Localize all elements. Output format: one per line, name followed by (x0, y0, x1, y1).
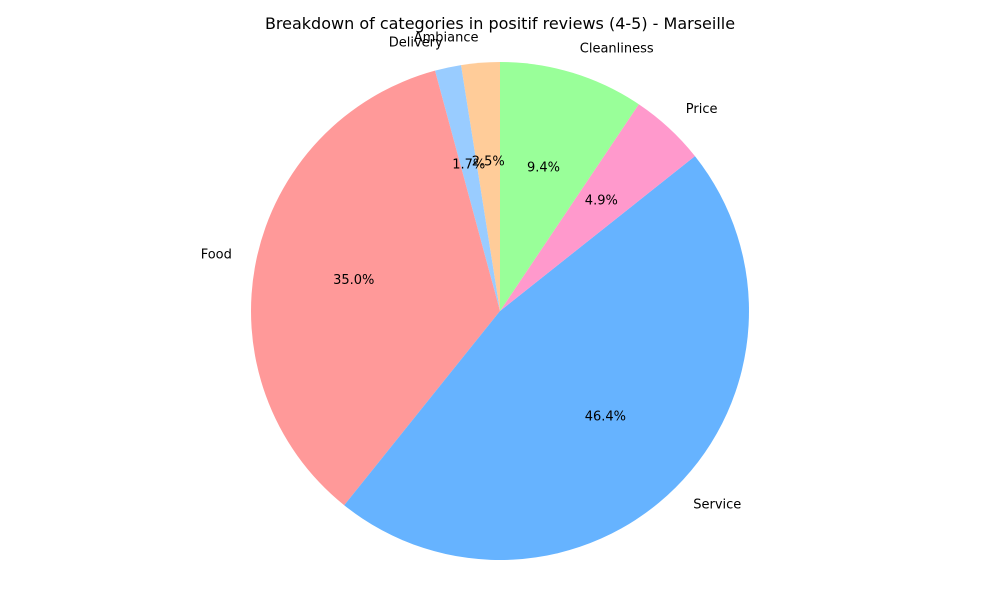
pie-slice-service (344, 156, 749, 560)
slice-label-ambiance: Ambiance (414, 30, 479, 45)
slice-label-food: Food (201, 247, 232, 262)
slice-label-price: Price (686, 102, 718, 117)
slice-pct-delivery: 1.7% (452, 157, 485, 172)
pie-slice-delivery (434, 65, 500, 311)
slice-pct-price: 4.9% (585, 194, 618, 209)
slice-label-delivery: Delivery (389, 36, 443, 51)
slice-label-cleanliness: Cleanliness (580, 41, 654, 56)
chart-title: Breakdown of categories in positif revie… (265, 14, 735, 33)
pie-labels: Ambiance 2.5% Delivery 1.7% Food 35.0% Service… (201, 30, 742, 512)
slice-pct-service: 46.4% (585, 409, 626, 424)
slice-pct-ambiance: 2.5% (472, 155, 505, 170)
pie-slice-ambiance (461, 62, 500, 311)
slice-label-service: Service (693, 498, 741, 513)
pie-slice-cleanliness (500, 62, 639, 311)
pie-slices (251, 62, 749, 560)
slice-pct-food: 35.0% (333, 273, 374, 288)
pie-slice-food (251, 70, 500, 506)
pie-slice-price (500, 104, 695, 311)
slice-pct-cleanliness: 9.4% (527, 161, 560, 176)
